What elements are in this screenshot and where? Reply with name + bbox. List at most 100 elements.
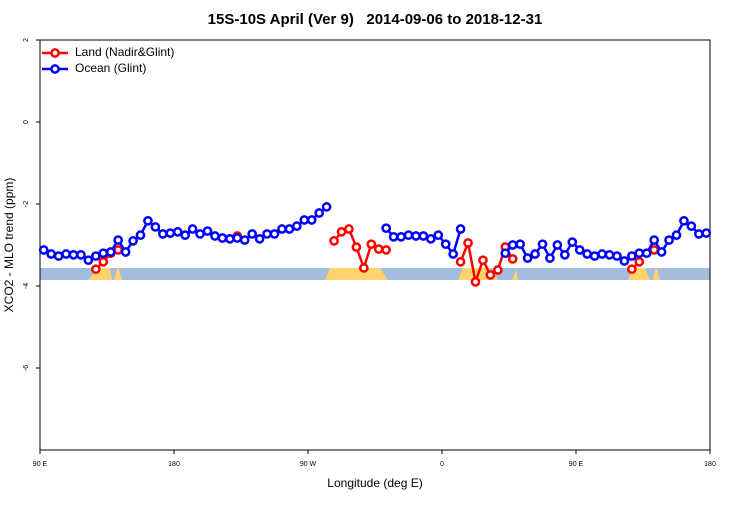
- data-point: [455, 256, 466, 267]
- data-point: [336, 227, 347, 237]
- data-point: [165, 228, 176, 238]
- data-point: [626, 251, 637, 261]
- data-point: [83, 255, 94, 266]
- data-point: [224, 234, 235, 244]
- data-point: [604, 249, 615, 260]
- data-point: [485, 270, 496, 280]
- legend-marker: [50, 48, 60, 58]
- x-tick-label: 90 E: [569, 461, 584, 468]
- data-point: [232, 233, 243, 243]
- data-point: [634, 256, 645, 267]
- chart-title: 15S-10S April (Ver 9) 2014-09-06 to 2018…: [208, 11, 543, 28]
- x-tick-label: 180: [168, 461, 180, 468]
- data-point: [344, 224, 354, 234]
- data-point: [411, 231, 421, 241]
- data-point: [291, 221, 302, 231]
- data-point: [277, 224, 287, 234]
- x-tick-label: 90 E: [33, 461, 48, 468]
- data-point: [247, 229, 258, 239]
- data-point: [90, 251, 101, 261]
- data-point: [656, 247, 667, 257]
- data-point: [239, 235, 250, 245]
- data-point: [522, 253, 533, 263]
- data-point: [567, 237, 578, 247]
- data-point: [396, 231, 406, 242]
- data-point: [262, 229, 272, 239]
- data-point: [693, 229, 704, 239]
- data-point: [128, 236, 138, 246]
- y-tick-label: 2: [23, 38, 30, 42]
- data-point: [321, 202, 332, 212]
- data-point: [649, 245, 660, 255]
- data-point: [150, 222, 161, 232]
- data-point: [351, 242, 362, 252]
- data-point: [530, 249, 540, 259]
- plot-frame: [39, 39, 711, 451]
- data-point: [634, 248, 645, 259]
- data-point: [113, 235, 124, 245]
- data-point: [626, 264, 637, 275]
- data-point: [463, 238, 473, 248]
- data-point: [425, 234, 436, 244]
- data-point: [448, 249, 459, 259]
- data-point: [455, 224, 466, 234]
- data-point: [433, 230, 444, 241]
- data-point: [470, 277, 481, 287]
- data-point: [500, 248, 511, 259]
- data-point: [492, 265, 503, 275]
- data-point: [217, 233, 228, 243]
- data-point: [299, 215, 310, 225]
- data-point: [671, 230, 682, 241]
- data-point: [90, 264, 101, 275]
- data-point: [574, 245, 585, 255]
- data-point: [195, 229, 205, 239]
- data-point: [202, 226, 213, 236]
- data-point: [507, 240, 518, 250]
- data-point: [440, 239, 451, 250]
- data-point: [597, 249, 607, 259]
- data-point: [366, 239, 377, 250]
- data-point: [679, 215, 689, 226]
- data-point: [403, 230, 414, 241]
- data-point: [180, 230, 191, 241]
- x-tick-label: 0: [440, 461, 444, 468]
- data-point: [306, 215, 317, 225]
- data-point: [172, 227, 183, 237]
- x-tick-label: 180: [704, 461, 716, 468]
- legend-marker: [50, 64, 60, 74]
- data-point: [381, 223, 392, 234]
- topography: [88, 266, 660, 280]
- y-tick-label: -6: [23, 365, 30, 371]
- data-point: [143, 215, 153, 226]
- data-point: [135, 230, 146, 241]
- data-point: [157, 229, 168, 239]
- x-tick-label: 90 W: [300, 461, 317, 468]
- data-point: [515, 239, 526, 250]
- data-point: [187, 224, 198, 234]
- data-point: [105, 247, 116, 257]
- x-axis-label: Longitude (deg E): [327, 476, 422, 490]
- y-tick-label: -4: [23, 283, 30, 289]
- data-point: [552, 240, 563, 250]
- data-point: [329, 236, 339, 246]
- data-point: [418, 231, 429, 241]
- data-point: [686, 221, 697, 231]
- data-point: [210, 231, 220, 241]
- data-point: [314, 208, 325, 218]
- data-point: [98, 256, 109, 267]
- data-point: [113, 245, 124, 255]
- data-point: [589, 251, 600, 261]
- data-point: [701, 228, 712, 238]
- data-point: [76, 249, 86, 260]
- data-point: [61, 249, 71, 259]
- data-point: [269, 229, 280, 239]
- y-axis-label: XCO2 - MLO trend (ppm): [2, 178, 16, 313]
- data-point: [619, 256, 630, 266]
- data-point: [507, 254, 518, 264]
- data-point: [641, 248, 652, 259]
- data-point: [537, 239, 548, 250]
- data-point: [68, 249, 79, 260]
- data-point: [53, 251, 64, 261]
- data-point: [38, 245, 49, 255]
